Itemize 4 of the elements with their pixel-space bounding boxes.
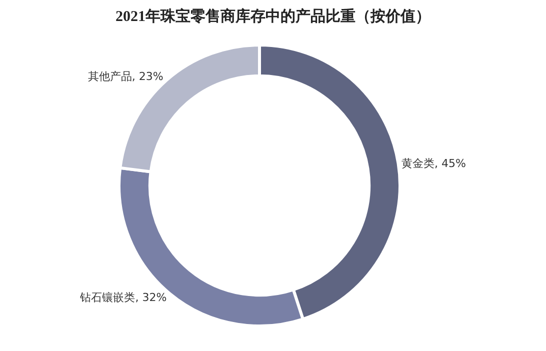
chart-title: 2021年珠宝零售商库存中的产品比重（按价值） (116, 7, 430, 26)
slice-label: 其他产品, 23% (88, 70, 164, 83)
slice-label: 钻石镶嵌类, 32% (79, 291, 167, 304)
slice-label: 黄金类, 45% (402, 156, 466, 170)
